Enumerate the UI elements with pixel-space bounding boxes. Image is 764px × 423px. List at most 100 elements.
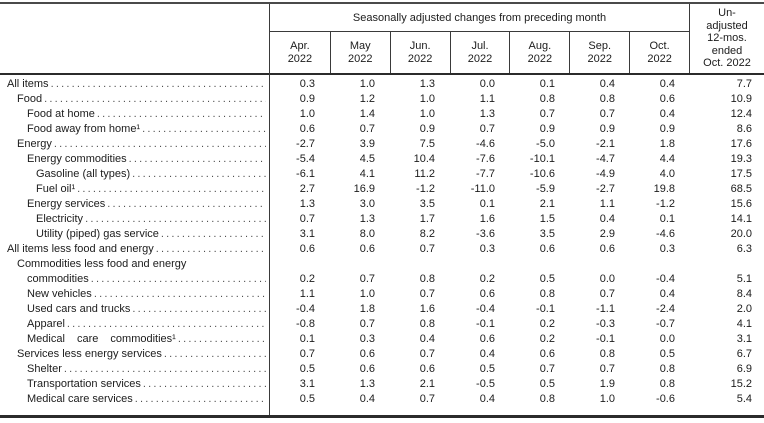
stub-line: New vehicles............................… [0,287,266,302]
month-label: Oct. [649,39,670,52]
monthly-value-cell: -0.5 [476,378,495,390]
stub-line: Energy..................................… [0,137,266,152]
yr12-value-cell: 7.7 [736,78,752,90]
monthly-value-cell: 0.2 [479,273,495,285]
monthly-value-cell: -5.9 [536,183,555,195]
monthly-value-cell: 1.7 [419,213,435,225]
row-label: Shelter [27,363,62,375]
unadjusted-header-line: 12-mos. [707,32,747,45]
month-label: Aug. [528,39,552,52]
monthly-value-cell: 0.6 [359,243,375,255]
monthly-value-cell: 0.6 [359,363,375,375]
monthly-value-cell: -4.6 [476,138,495,150]
monthly-value-cell: -7.6 [476,153,495,165]
row-label: commodities [27,273,89,285]
monthly-value-cell: 0.8 [419,273,435,285]
stub-header-cell [0,4,270,73]
monthly-value-cell: 2.7 [299,183,315,195]
monthly-value-cell: 0.7 [599,363,615,375]
month-label: Sep. [588,39,612,52]
monthly-value-cell: 0.4 [599,78,615,90]
monthly-value-cell: 4.5 [359,153,375,165]
unadjusted-header-line: Oct. 2022 [703,57,751,70]
table-row: Gasoline (all types)....................… [0,167,764,182]
table-row: Food....................................… [0,92,764,107]
dot-leader: ........................................… [155,243,266,255]
monthly-value-cell: 1.3 [419,78,435,90]
dot-leader: ........................................… [134,393,266,405]
row-stub-cell: Energy services.........................… [0,197,270,212]
month-header-cell: Jun. 2022 [389,32,450,73]
monthly-value-cell: 1.3 [359,213,375,225]
monthly-value-cell: 0.8 [599,348,615,360]
dot-leader: ........................................… [90,273,266,285]
monthly-value-cell: -4.7 [596,153,615,165]
table-row: Food at home............................… [0,107,764,122]
yr12-value-cell: 8.6 [736,123,752,135]
monthly-value-cell: 4.0 [659,168,675,180]
monthly-value-cell: 0.8 [539,288,555,300]
month-header-cell: Sep. 2022 [569,32,629,73]
stub-line: Gasoline (all types)....................… [0,167,266,182]
monthly-value-cell: 0.3 [299,78,315,90]
table-row: Medical care commodities¹...............… [0,332,764,347]
dot-leader: ........................................… [177,333,266,345]
monthly-value-cell: 0.5 [539,378,555,390]
monthly-value-cell: 16.9 [353,183,375,195]
monthly-value-cell: 0.8 [659,378,675,390]
row-stub-cell: Fuel oil¹...............................… [0,182,270,197]
monthly-value-cell: 0.7 [359,123,375,135]
table-row: Energy..................................… [0,137,764,152]
monthly-value-cell: 0.4 [359,393,375,405]
monthly-value-cell: 2.1 [539,198,555,210]
table-row: Shelter.................................… [0,362,764,377]
stub-line: Electricity.............................… [0,212,266,227]
stub-line: Shelter.................................… [0,362,266,377]
monthly-value-cell: 0.5 [539,273,555,285]
monthly-value-cell: 0.9 [599,123,615,135]
monthly-value-cell: -5.0 [536,138,555,150]
stub-line: Energy services.........................… [0,197,266,212]
stub-line: Energy commodities......................… [0,152,266,167]
table-row: Used cars and trucks....................… [0,302,764,317]
monthly-value-cell: 0.5 [479,363,495,375]
month-label: Jun. [409,39,431,52]
dot-leader: ........................................… [44,93,266,105]
monthly-value-cell: 0.2 [299,273,315,285]
monthly-value-cell: 0.1 [479,198,495,210]
monthly-value-cell: 3.9 [359,138,375,150]
stub-line: Food....................................… [0,92,266,107]
stub-line: All items...............................… [0,77,266,92]
monthly-value-cell: -1.2 [416,183,435,195]
monthly-value-cell: -0.1 [596,333,615,345]
monthly-value-cell: 0.3 [359,333,375,345]
monthly-value-cell: 0.4 [659,108,675,120]
dot-leader: ........................................… [132,303,266,315]
month-header-cell: Jul. 2022 [449,32,510,73]
monthly-value-cell: 0.7 [299,213,315,225]
row-stub-cell: Utility (piped) gas service.............… [0,227,270,242]
row-stub-cell: Gasoline (all types)....................… [0,167,270,182]
year-label: 2022 [348,52,373,65]
monthly-value-cell: 0.6 [479,288,495,300]
monthly-value-cell: 3.5 [419,198,435,210]
row-stub-cell: Food....................................… [0,92,270,107]
table-row: All items...............................… [0,77,764,92]
month-header-cell: Apr. 2022 [270,32,330,73]
monthly-value-cell: 1.2 [359,93,375,105]
year-label: 2022 [467,52,493,65]
row-stub-cell: Commodities less food and energy commodit… [0,257,270,287]
table-row: Fuel oil¹...............................… [0,182,764,197]
dot-leader: ........................................… [53,138,266,150]
seasonally-adjusted-group: Seasonally adjusted changes from precedi… [270,4,690,73]
monthly-value-cell: 0.7 [419,393,435,405]
table-row: Food away from home¹....................… [0,122,764,137]
row-stub-cell: Used cars and trucks....................… [0,302,270,317]
row-stub-cell: Services less energy services...........… [0,347,270,362]
row-label: Food at home [27,108,95,120]
monthly-value-cell: 1.9 [599,378,615,390]
row-stub-cell: All items less food and energy..........… [0,242,270,257]
row-label: Gasoline (all types) [36,168,131,180]
stub-line: Medical care commodities¹...............… [0,332,266,347]
